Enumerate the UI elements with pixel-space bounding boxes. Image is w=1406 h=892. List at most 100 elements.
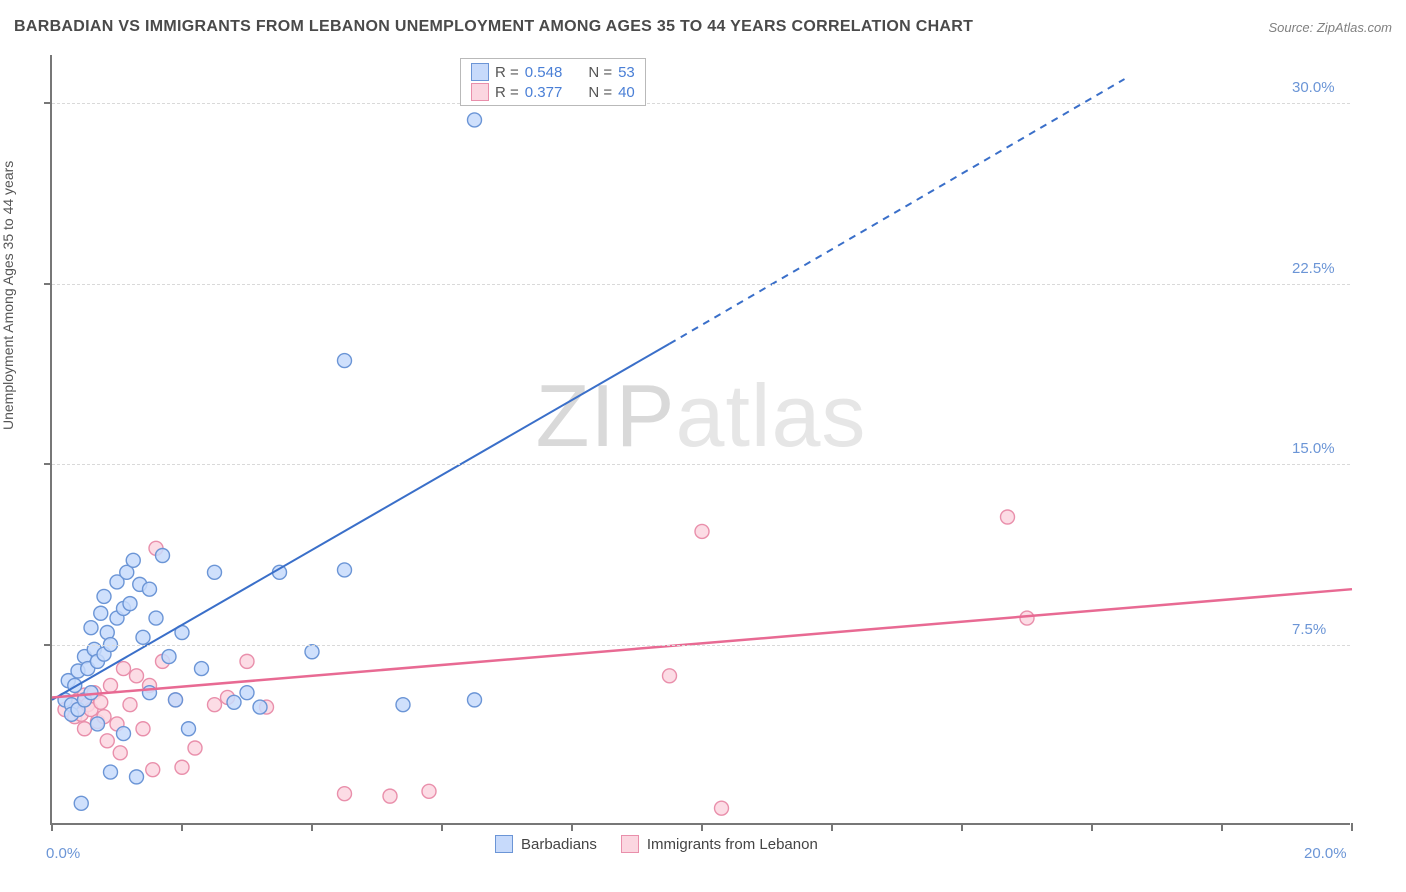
scatter-point — [195, 662, 209, 676]
ytick-label: 7.5% — [1292, 621, 1326, 638]
scatter-point — [182, 722, 196, 736]
scatter-point — [91, 717, 105, 731]
legend-swatch — [471, 83, 489, 101]
scatter-point — [715, 801, 729, 815]
scatter-point — [305, 645, 319, 659]
scatter-point — [1020, 611, 1034, 625]
chart-title: BARBADIAN VS IMMIGRANTS FROM LEBANON UNE… — [14, 18, 973, 36]
gridline — [52, 103, 1350, 104]
source-label: Source: ZipAtlas.com — [1268, 20, 1392, 35]
legend-label: Immigrants from Lebanon — [647, 836, 818, 853]
scatter-point — [117, 662, 131, 676]
scatter-point — [695, 524, 709, 538]
scatter-point — [149, 611, 163, 625]
xtick — [51, 823, 53, 831]
legend-stats-box: R = 0.548 N = 53 R = 0.377 N = 40 — [460, 58, 646, 106]
scatter-point — [123, 698, 137, 712]
legend-r-value: 0.548 — [525, 64, 563, 81]
trend-line — [670, 79, 1125, 344]
legend-r-label: R = — [495, 84, 519, 101]
y-axis-label: Unemployment Among Ages 35 to 44 years — [0, 161, 16, 430]
header: BARBADIAN VS IMMIGRANTS FROM LEBANON UNE… — [14, 18, 1392, 36]
trend-line — [52, 589, 1352, 697]
scatter-point — [208, 698, 222, 712]
scatter-point — [383, 789, 397, 803]
scatter-point — [136, 722, 150, 736]
legend-swatch — [495, 835, 513, 853]
ytick-label: 22.5% — [1292, 260, 1335, 277]
ytick — [44, 283, 52, 285]
chart-svg — [52, 55, 1350, 823]
xtick-label-max: 20.0% — [1304, 845, 1347, 862]
legend-item: Immigrants from Lebanon — [621, 835, 818, 853]
ytick — [44, 102, 52, 104]
scatter-point — [143, 582, 157, 596]
scatter-point — [468, 113, 482, 127]
scatter-point — [422, 784, 436, 798]
xtick-label-min: 0.0% — [46, 845, 80, 862]
xtick — [1351, 823, 1353, 831]
scatter-point — [104, 678, 118, 692]
trend-line — [52, 344, 670, 700]
scatter-point — [338, 354, 352, 368]
scatter-point — [240, 654, 254, 668]
scatter-point — [338, 787, 352, 801]
scatter-point — [78, 722, 92, 736]
legend-r-label: R = — [495, 64, 519, 81]
ytick-label: 15.0% — [1292, 440, 1335, 457]
scatter-point — [130, 770, 144, 784]
plot-area: ZIPatlas 7.5%15.0%22.5%30.0%0.0%20.0% — [50, 55, 1350, 825]
legend-n-value: 53 — [618, 64, 635, 81]
ytick — [44, 463, 52, 465]
scatter-point — [94, 606, 108, 620]
scatter-point — [208, 565, 222, 579]
scatter-point — [123, 597, 137, 611]
scatter-point — [240, 686, 254, 700]
scatter-point — [188, 741, 202, 755]
xtick — [961, 823, 963, 831]
xtick — [701, 823, 703, 831]
legend-n-value: 40 — [618, 84, 635, 101]
scatter-point — [113, 746, 127, 760]
scatter-point — [162, 650, 176, 664]
scatter-point — [126, 553, 140, 567]
scatter-point — [227, 695, 241, 709]
scatter-point — [74, 796, 88, 810]
scatter-point — [1001, 510, 1015, 524]
scatter-point — [97, 589, 111, 603]
scatter-point — [117, 727, 131, 741]
xtick — [441, 823, 443, 831]
legend-stat-row: R = 0.548 N = 53 — [471, 62, 635, 82]
scatter-point — [84, 621, 98, 635]
gridline — [52, 645, 1350, 646]
scatter-point — [136, 630, 150, 644]
legend-r-value: 0.377 — [525, 84, 563, 101]
scatter-point — [338, 563, 352, 577]
legend-n-label: N = — [588, 64, 612, 81]
legend-n-label: N = — [588, 84, 612, 101]
scatter-point — [146, 763, 160, 777]
xtick — [311, 823, 313, 831]
xtick — [1221, 823, 1223, 831]
scatter-point — [175, 760, 189, 774]
scatter-point — [130, 669, 144, 683]
scatter-point — [468, 693, 482, 707]
gridline — [52, 464, 1350, 465]
scatter-point — [253, 700, 267, 714]
scatter-point — [104, 765, 118, 779]
scatter-point — [663, 669, 677, 683]
scatter-point — [396, 698, 410, 712]
scatter-point — [169, 693, 183, 707]
xtick — [571, 823, 573, 831]
legend-series: Barbadians Immigrants from Lebanon — [495, 835, 818, 853]
xtick — [831, 823, 833, 831]
xtick — [1091, 823, 1093, 831]
scatter-point — [100, 734, 114, 748]
legend-swatch — [471, 63, 489, 81]
gridline — [52, 284, 1350, 285]
legend-stat-row: R = 0.377 N = 40 — [471, 82, 635, 102]
ytick-label: 30.0% — [1292, 79, 1335, 96]
scatter-point — [156, 549, 170, 563]
legend-item: Barbadians — [495, 835, 597, 853]
ytick — [44, 644, 52, 646]
